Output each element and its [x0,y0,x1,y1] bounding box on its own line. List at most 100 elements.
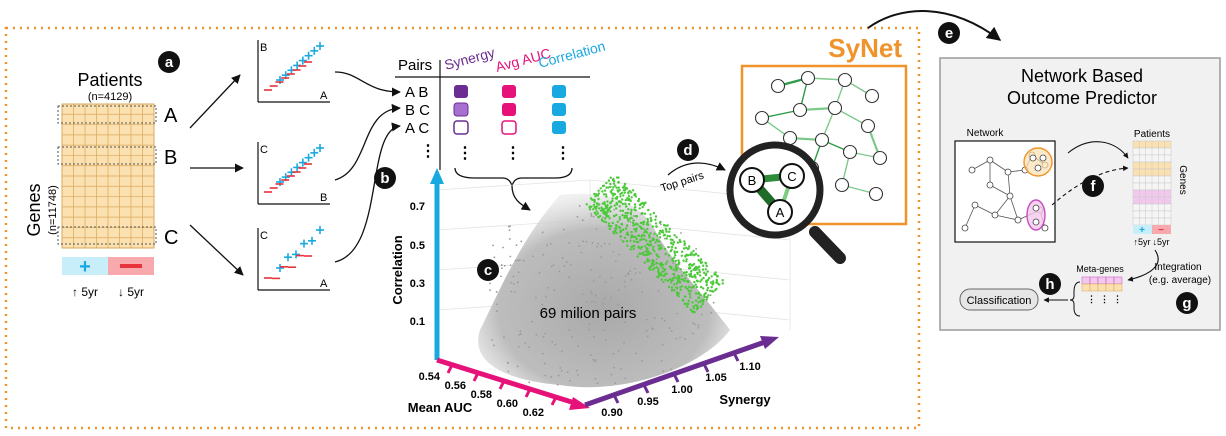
top-pair-point [673,250,676,253]
predictor-poor-box [1152,225,1171,234]
mini-plot-y-label: C [260,144,268,156]
top-pair-point [657,240,661,243]
top-pair-point [673,234,676,237]
top-pair-point [599,214,602,218]
top-pair-point [637,197,641,201]
top-pair-point [643,234,646,237]
top-pair-point [706,296,709,299]
top-pair-point [617,189,620,193]
top-pair-point [651,262,654,265]
top-pair-point [699,294,702,297]
cloud-dot [515,244,518,247]
pair-row-ac: A C [405,120,429,137]
top-pair-point [609,225,613,228]
top-pair-point [615,225,618,228]
top-pair-point [615,202,618,205]
top-pair-point [689,308,692,311]
top-pair-point [667,285,671,289]
meta-gene-cell [1113,283,1123,292]
cloud-dot [596,245,598,248]
small-net-edge [994,214,1019,221]
cloud-dot [709,294,712,297]
arrow-plot-ac-to-table [334,122,401,263]
cloud-dot [528,346,531,349]
cloud-dot [489,289,491,292]
cloud-dot [629,221,632,223]
cloud-dot [710,311,713,314]
cloud-dot [578,245,581,248]
top-pair-point [676,250,679,254]
top-pair-point [624,202,627,205]
plus-sign: + [79,256,91,278]
small-net-node [1014,216,1022,224]
cloud-dot [676,312,679,315]
top-pair-point [632,235,635,239]
top-pair-point [626,224,629,227]
cloud-dot [503,336,505,339]
top-pair-point [689,263,692,266]
synet-title: SyNet [828,33,902,63]
top-pair-point [699,280,702,283]
small-net-node [986,181,994,189]
top-pair-point [588,205,592,209]
top-pair-point [657,271,660,274]
top-pair-point [653,232,656,235]
top-pair-point [597,192,601,195]
syn-tick-0-90: 0.90 [601,407,622,419]
panel-letter-f-text: f [1091,178,1097,195]
cloud-dot [670,330,673,332]
cloud-dot [509,255,512,258]
top-pair-point [698,268,701,272]
top-pair-point [641,221,645,224]
top-pair-point [672,243,675,246]
top-pair-point [695,285,698,289]
top-pair-point [630,236,633,239]
cloud-dot [565,261,568,263]
cloud-dot [610,277,613,279]
cloud-dot [512,282,515,285]
top-pair-point [666,224,669,227]
cloud-label: 69 milion pairs [540,305,637,322]
correlation-axis-arrowhead [430,168,444,184]
gene-a-row-box [57,105,157,124]
top-pair-point [710,275,713,278]
top-pair-point [696,271,699,274]
top-pair-point [665,230,668,233]
top-pair-point [675,263,678,267]
cloud-dot [608,243,611,246]
cloud-dot [560,350,563,353]
panel-letter-b-text: b [380,170,389,187]
cloud-dot [500,267,503,270]
top-pair-point [668,235,672,238]
top-pair-point [611,188,614,191]
cloud-dot [566,371,569,374]
top-pair-point [609,201,612,204]
top-pair-point [653,250,656,253]
cloud-dot [489,282,491,285]
top-pair-point [640,235,643,238]
top-pair-point [607,208,610,211]
top-pair-point [648,236,651,239]
classification-box [959,288,1039,311]
top-pair-point [686,305,689,308]
top-pair-point [644,201,647,204]
top-pair-point [618,205,621,208]
cloud-dot [601,302,604,305]
top-pair-point [603,201,606,204]
all-pairs-cloud [478,193,730,388]
cloud-dot [562,228,565,231]
top-pair-point [675,277,679,280]
top-pair-point [629,213,633,216]
poor-outcome-label: ↓ 5yr [118,285,144,299]
cloud-dot [550,376,553,378]
top-pair-point [638,246,642,250]
auc-tick-0-56: 0.56 [445,380,466,392]
top-pair-point [611,178,615,182]
top-pair-point [697,296,700,299]
small-net-edge [1007,171,1011,197]
top-pair-point [700,258,703,261]
top-pair-point [636,240,640,244]
top-pair-point [609,210,612,213]
top-pair-point [624,198,628,202]
top-pair-point [621,209,625,213]
